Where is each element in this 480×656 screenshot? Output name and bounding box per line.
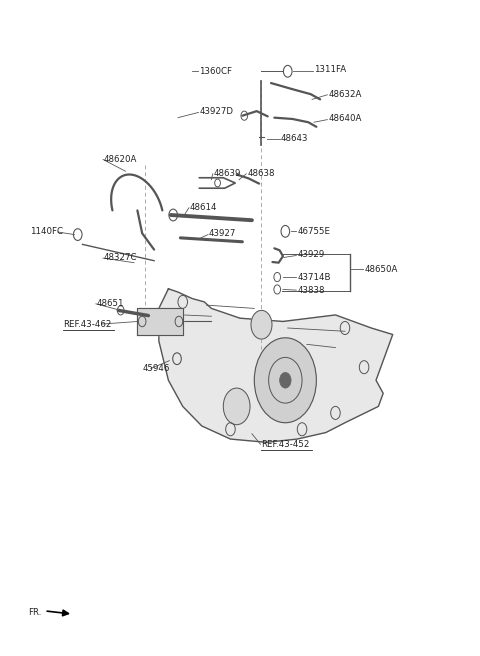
- Text: 1140FC: 1140FC: [30, 228, 63, 236]
- Text: 43927: 43927: [209, 230, 236, 238]
- Text: 48639: 48639: [214, 169, 241, 178]
- Text: 48327C: 48327C: [104, 253, 137, 262]
- Text: 43714B: 43714B: [297, 272, 331, 281]
- Text: 1311FA: 1311FA: [314, 66, 346, 75]
- Text: 48650A: 48650A: [364, 265, 397, 274]
- Circle shape: [251, 310, 272, 339]
- Circle shape: [223, 388, 250, 424]
- Polygon shape: [137, 308, 183, 335]
- Text: 48614: 48614: [190, 203, 217, 212]
- Text: 48638: 48638: [247, 169, 275, 178]
- Text: 48651: 48651: [97, 298, 124, 308]
- Text: 48620A: 48620A: [104, 155, 137, 164]
- Text: 45946: 45946: [142, 364, 169, 373]
- Text: 1360CF: 1360CF: [199, 67, 232, 76]
- Text: 48632A: 48632A: [328, 90, 361, 98]
- Circle shape: [254, 338, 316, 422]
- Text: 46755E: 46755E: [297, 227, 330, 236]
- Text: REF.43-452: REF.43-452: [262, 440, 310, 449]
- Text: 48640A: 48640A: [328, 114, 361, 123]
- Polygon shape: [159, 289, 393, 442]
- Text: 48643: 48643: [281, 134, 308, 143]
- Text: REF.43-462: REF.43-462: [63, 319, 112, 329]
- Text: 43929: 43929: [297, 251, 324, 259]
- Text: FR.: FR.: [28, 607, 41, 617]
- Text: 43927D: 43927D: [199, 107, 233, 115]
- Text: 43838: 43838: [297, 285, 325, 295]
- Circle shape: [280, 373, 291, 388]
